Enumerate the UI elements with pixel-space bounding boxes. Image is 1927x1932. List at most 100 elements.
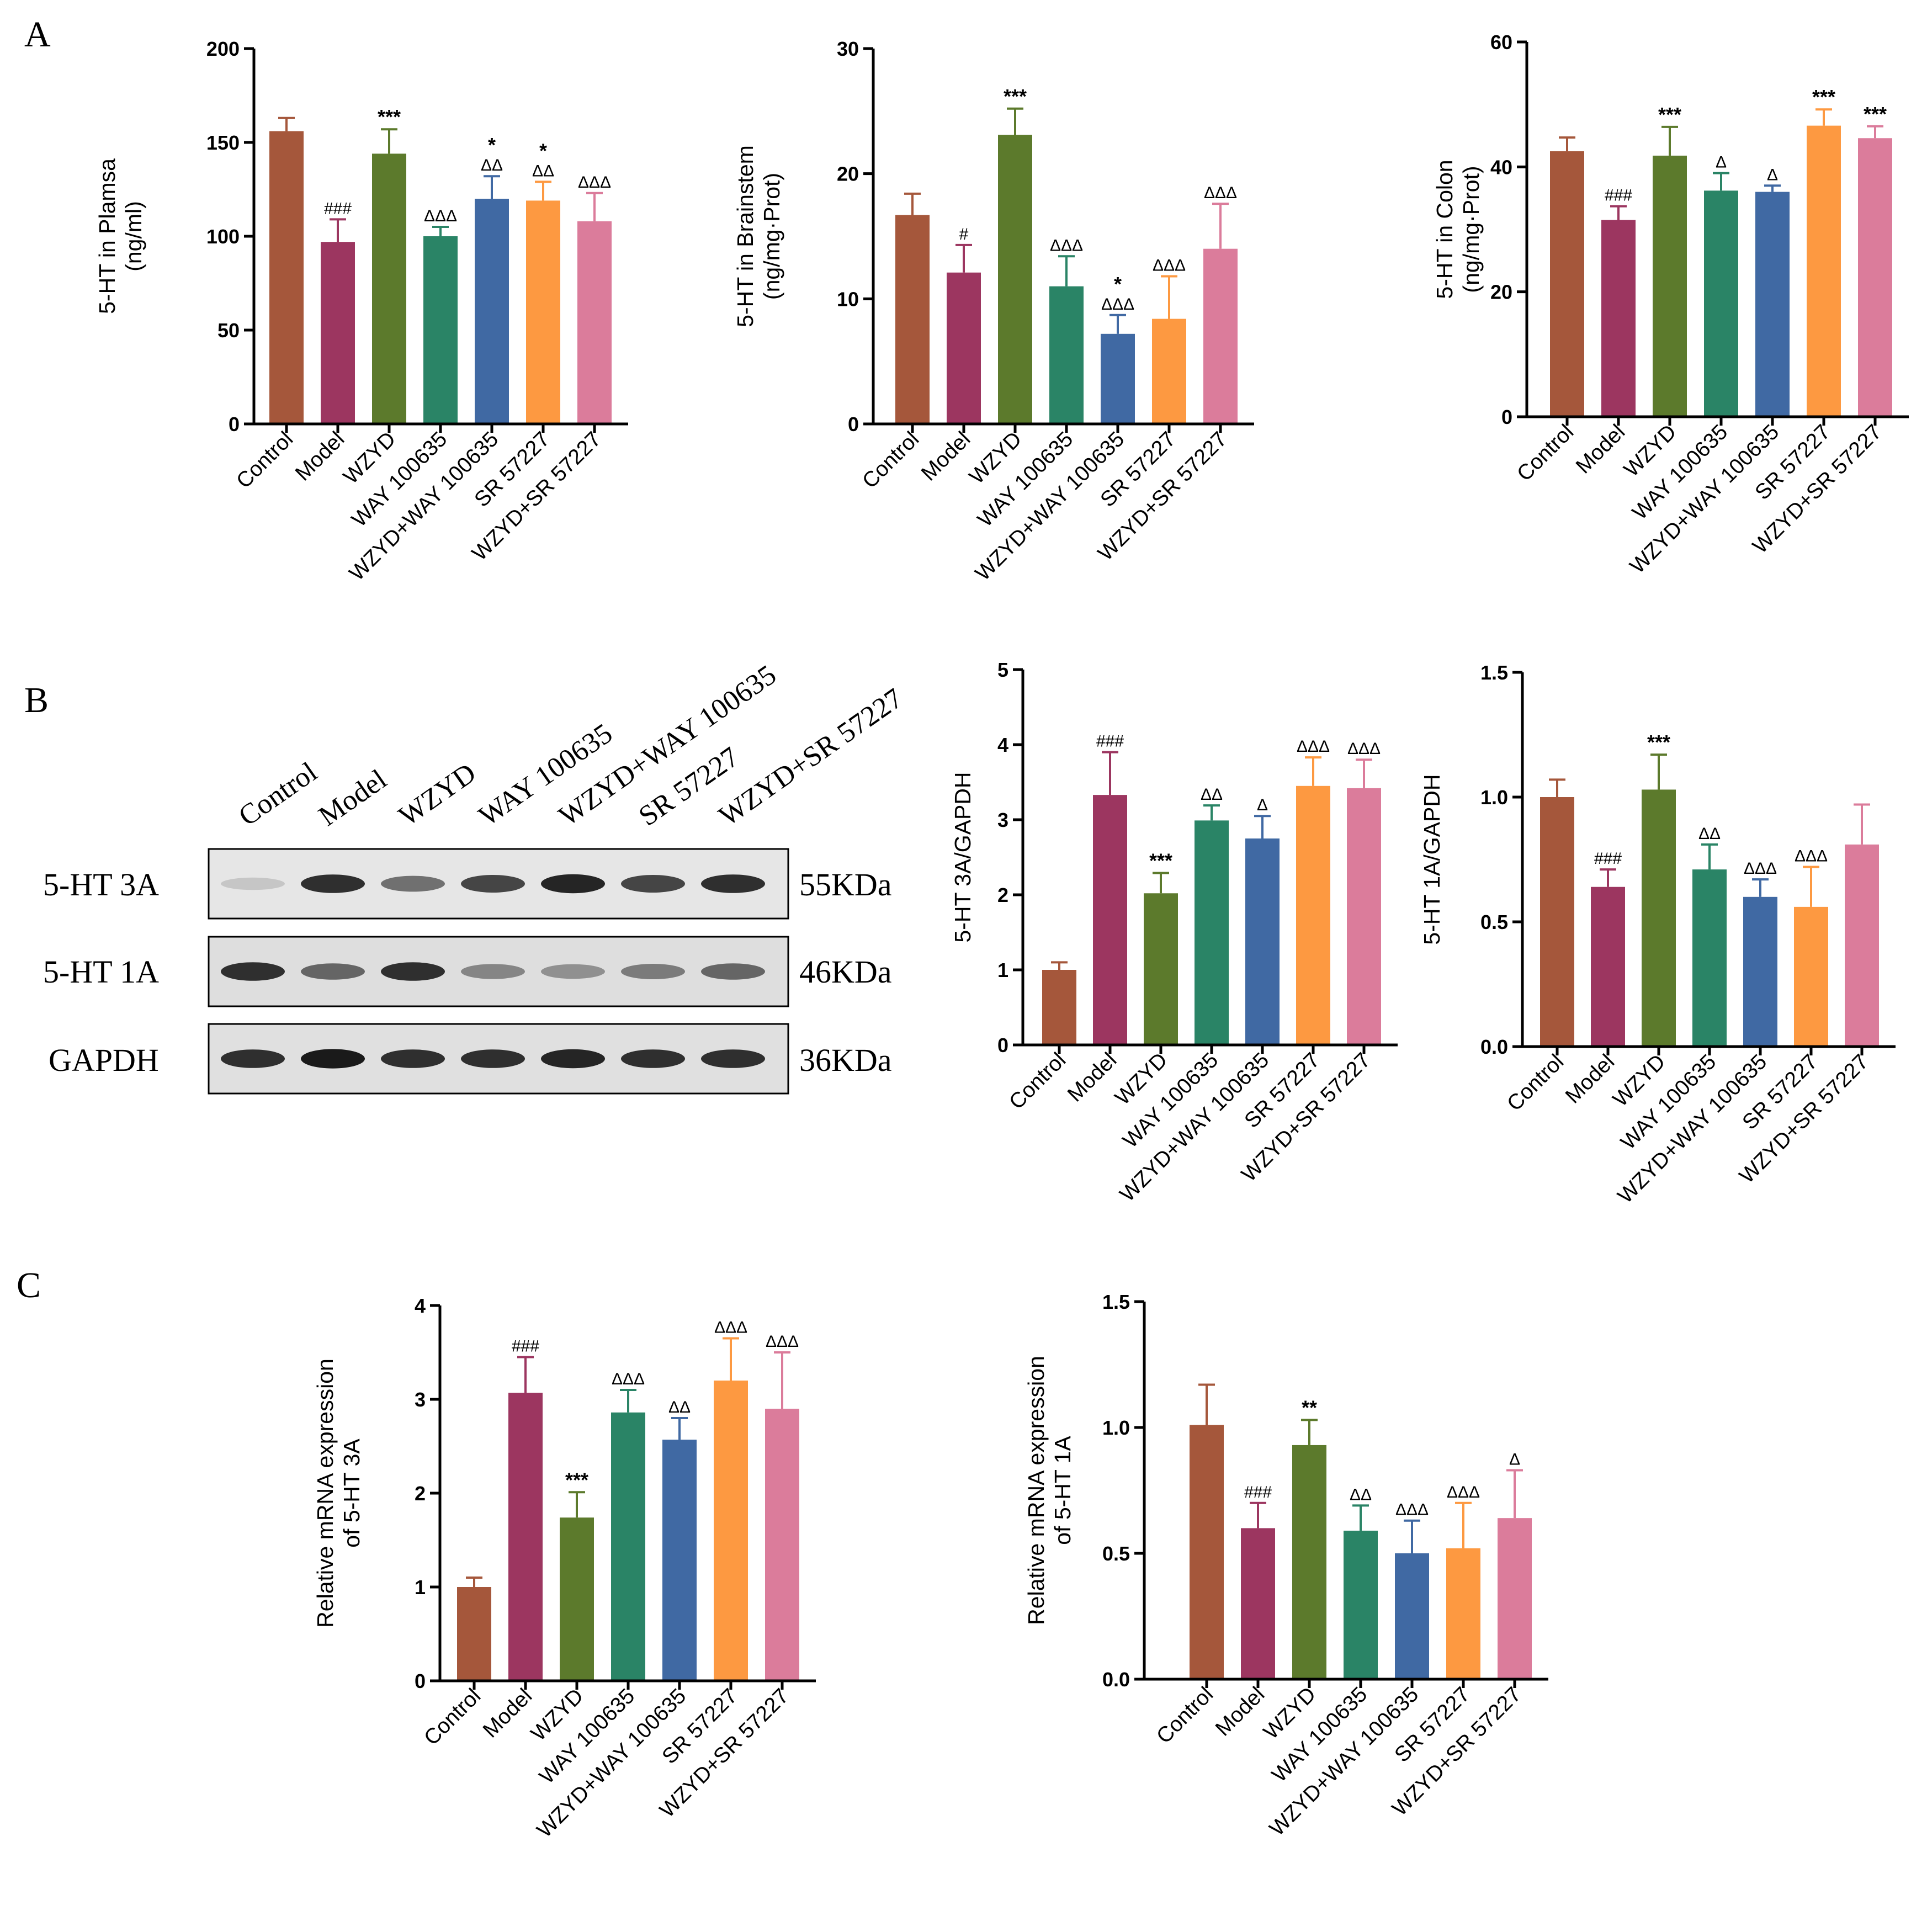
- significance-mark-c1-0-0: ###: [512, 1337, 539, 1356]
- y-tick-label-b1-1: 1: [997, 959, 1008, 981]
- significance-mark-a1-3-1: ΔΔ: [481, 156, 503, 174]
- x-tick-label-b2-0: Control: [1503, 1050, 1568, 1116]
- y-axis-label-a1-1: (ng/ml): [121, 201, 146, 272]
- significance-mark-c1-5-0: ΔΔΔ: [766, 1333, 799, 1351]
- bar-a1-2: [372, 153, 406, 424]
- blot-lane-label-3: WAY 100635: [473, 718, 618, 832]
- y-tick-label-a1-1: 50: [217, 319, 240, 342]
- y-axis-label-b2-0: 5-HT 1A/GAPDH: [1419, 774, 1445, 944]
- bar-c1-3: [611, 1412, 645, 1681]
- y-tick-label-a3-3: 60: [1490, 31, 1512, 54]
- bar-a3-2: [1653, 155, 1687, 417]
- bar-c2-6: [1498, 1518, 1532, 1679]
- x-tick-label-c2-0: Control: [1152, 1682, 1218, 1748]
- bar-b2-0: [1540, 797, 1574, 1047]
- bar-c1-6: [765, 1409, 799, 1681]
- significance-mark-b1-5-0: ΔΔΔ: [1347, 740, 1381, 758]
- y-tick-label-a3-0: 0: [1501, 406, 1512, 428]
- blot-band-1-2: [381, 962, 445, 981]
- blot-row-weight-gapdh: 36KDa: [799, 1042, 892, 1078]
- significance-mark-c1-2-0: ΔΔΔ: [612, 1370, 645, 1388]
- bar-a1-3: [423, 236, 458, 424]
- significance-mark-a1-0-0: ###: [324, 199, 352, 217]
- y-axis-label-c2-0: Relative mRNA expression: [1023, 1356, 1049, 1625]
- significance-mark-b1-2-0: ΔΔ: [1201, 785, 1223, 804]
- blot-band-1-4: [541, 964, 605, 979]
- blot-band-1-3: [461, 964, 525, 979]
- y-tick-label-c2-0: 0.0: [1102, 1668, 1130, 1691]
- bar-b2-5: [1794, 906, 1828, 1047]
- bar-c1-5: [714, 1381, 748, 1681]
- significance-mark-c2-0-0: ###: [1244, 1483, 1272, 1501]
- x-tick-label-a1-0: Control: [232, 427, 298, 493]
- blot-band-2-4: [541, 1049, 605, 1069]
- y-tick-label-c1-4: 4: [415, 1294, 426, 1317]
- bar-a2-0: [895, 215, 930, 424]
- significance-mark-c1-4-0: ΔΔΔ: [714, 1319, 747, 1337]
- bar-c2-4: [1395, 1553, 1429, 1679]
- significance-mark-c2-5-0: Δ: [1509, 1451, 1520, 1469]
- blot-band-0-3: [461, 875, 525, 893]
- blot-row-weight-5ht3a: 55KDa: [799, 867, 892, 903]
- bar-a2-1: [947, 272, 981, 424]
- significance-mark-b1-4-0: ΔΔΔ: [1297, 737, 1330, 756]
- x-tick-label-a3-0: Control: [1512, 420, 1578, 486]
- y-tick-label-a2-0: 0: [848, 413, 859, 436]
- significance-mark-b2-4-0: ΔΔΔ: [1795, 847, 1828, 866]
- x-tick-label-b1-1: Model: [1063, 1048, 1122, 1107]
- y-tick-label-a2-1: 10: [837, 288, 859, 310]
- y-tick-label-b1-3: 3: [997, 809, 1008, 831]
- blot-band-0-1: [301, 874, 365, 893]
- significance-mark-b2-0-0: ###: [1594, 850, 1622, 868]
- y-tick-label-c1-0: 0: [415, 1670, 426, 1692]
- y-axis-label-c1-0: Relative mRNA expression: [312, 1358, 338, 1628]
- blot-band-1-1: [301, 963, 365, 980]
- significance-mark-a2-3-1: ΔΔΔ: [1101, 295, 1134, 314]
- blot-band-1-0: [221, 962, 285, 981]
- blot-band-1-5: [621, 964, 685, 979]
- bar-c2-3: [1344, 1530, 1378, 1679]
- bar-a2-2: [998, 135, 1032, 424]
- significance-mark-b1-3-0: Δ: [1257, 796, 1268, 814]
- blot-band-1-6: [701, 963, 765, 980]
- y-tick-label-c2-1: 0.5: [1102, 1542, 1130, 1565]
- y-tick-label-b1-5: 5: [997, 659, 1008, 681]
- bar-c1-1: [508, 1393, 543, 1681]
- y-axis-label-a3-0: 5-HT in Colon: [1432, 160, 1457, 299]
- blot-row-weight-5ht1a: 46KDa: [799, 954, 892, 990]
- y-tick-label-b2-0: 0.0: [1480, 1036, 1508, 1058]
- bar-a2-4: [1101, 333, 1135, 424]
- blot-band-2-0: [221, 1049, 285, 1068]
- bar-c2-2: [1292, 1445, 1326, 1679]
- y-tick-label-c2-2: 1.0: [1102, 1416, 1130, 1439]
- y-tick-label-c2-3: 1.5: [1102, 1291, 1130, 1313]
- y-axis-label-a3-1: (ng/mg·Prot): [1458, 166, 1484, 293]
- bar-a3-6: [1858, 138, 1892, 417]
- significance-mark-a3-4-0: ***: [1812, 86, 1835, 108]
- significance-mark-b2-2-0: ΔΔ: [1698, 825, 1721, 843]
- significance-mark-a2-4-0: ΔΔΔ: [1153, 257, 1186, 275]
- significance-mark-a1-5-0: ΔΔΔ: [578, 173, 611, 192]
- blot-band-0-5: [621, 875, 685, 893]
- blot-lane-label-1: Model: [313, 763, 392, 832]
- y-tick-label-a1-2: 100: [206, 225, 240, 248]
- x-tick-label-b2-1: Model: [1561, 1050, 1620, 1108]
- significance-mark-a2-3-0: *: [1114, 273, 1122, 295]
- x-tick-label-c1-0: Control: [420, 1684, 485, 1750]
- blot-band-0-6: [701, 874, 765, 893]
- y-tick-label-c1-2: 2: [415, 1482, 426, 1505]
- y-axis-label-a2-1: (ng/mg·Prot): [759, 173, 784, 300]
- blot-row-label-5ht3a: 5-HT 3A: [43, 867, 159, 903]
- y-tick-label-a3-1: 20: [1490, 281, 1512, 304]
- bar-c2-5: [1446, 1548, 1480, 1679]
- significance-mark-b2-3-0: ΔΔΔ: [1744, 859, 1777, 878]
- significance-mark-a3-5-0: ***: [1864, 103, 1887, 125]
